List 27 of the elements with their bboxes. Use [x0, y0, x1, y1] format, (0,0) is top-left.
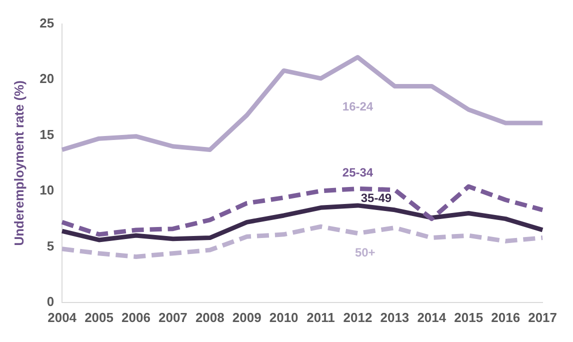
x-tick-label: 2014 — [417, 310, 447, 325]
x-tick-label: 2012 — [343, 310, 372, 325]
x-tick-label: 2009 — [232, 310, 262, 325]
y-tick-label: 10 — [40, 182, 54, 198]
x-tick-label: 2007 — [158, 310, 188, 325]
y-tick-label: 20 — [40, 71, 54, 86]
x-tick-label: 2008 — [195, 310, 224, 325]
x-tick-label: 2004 — [48, 310, 78, 325]
y-tick-label: 25 — [40, 15, 54, 30]
x-tick-label: 2013 — [380, 310, 410, 325]
x-tick-label: 2011 — [306, 310, 335, 325]
series-label: 16-24 — [342, 100, 374, 114]
series-label: 25-34 — [342, 165, 374, 180]
series-label: 50+ — [354, 246, 376, 260]
line-series — [60, 184, 545, 237]
x-tick-label: 2006 — [122, 310, 150, 325]
x-tick-label: 2017 — [528, 310, 557, 325]
y-tick-label: 15 — [40, 126, 54, 142]
y-axis-title: Underemployment rate (%) — [11, 80, 26, 246]
x-tick-label: 2010 — [269, 310, 298, 325]
y-tick-label: 5 — [46, 238, 54, 254]
x-tick-label: 2005 — [84, 310, 114, 325]
line-series — [60, 224, 545, 259]
series-label: 35-49 — [360, 191, 392, 206]
y-tick-label: 0 — [46, 294, 54, 309]
x-tick-label: 2016 — [491, 310, 520, 325]
x-tick-label: 2015 — [454, 310, 484, 325]
